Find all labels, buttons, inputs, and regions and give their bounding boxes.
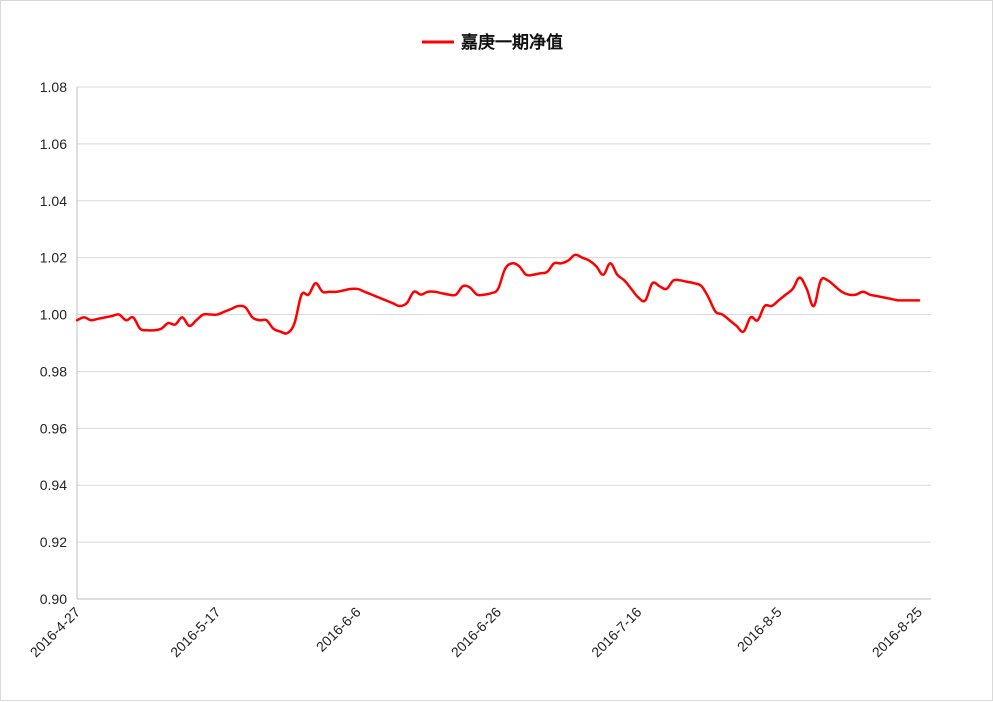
axes — [76, 87, 931, 600]
y-tick-label: 0.98 — [40, 363, 67, 379]
x-tick-label: 2016-6-26 — [448, 604, 505, 661]
legend-label: 嘉庚一期净值 — [460, 32, 563, 53]
x-tick-label: 2016-8-25 — [869, 604, 926, 661]
y-tick-label: 1.08 — [40, 79, 67, 95]
y-tick-label: 0.90 — [40, 591, 67, 607]
y-tick-label: 0.94 — [40, 477, 67, 493]
series-line — [75, 253, 921, 335]
legend: 嘉庚一期净值 — [422, 32, 563, 53]
series-layer — [75, 253, 921, 335]
y-tick-label: 1.02 — [40, 250, 67, 266]
y-tick-label: 1.04 — [40, 193, 67, 209]
y-tick-label: 1.06 — [40, 136, 67, 152]
x-tick-label: 2016-7-16 — [588, 604, 645, 661]
x-axis-ticks: 2016-4-27 2016-5-17 2016-6-6 2016-6-26 2016-… — [27, 604, 926, 661]
y-axis-ticks: 0.90 0.92 0.94 0.96 0.98 1.00 1.02 1.04 1.06 1.08 — [40, 79, 67, 607]
x-tick-label: 2016-4-27 — [27, 604, 84, 661]
x-tick-label: 2016-8-5 — [734, 604, 785, 655]
y-tick-label: 0.92 — [40, 534, 67, 550]
y-tick-label: 0.96 — [40, 420, 67, 436]
x-tick-label: 2016-6-6 — [313, 604, 364, 655]
x-tick-label: 2016-5-17 — [167, 604, 224, 661]
y-tick-label: 1.00 — [40, 307, 67, 323]
